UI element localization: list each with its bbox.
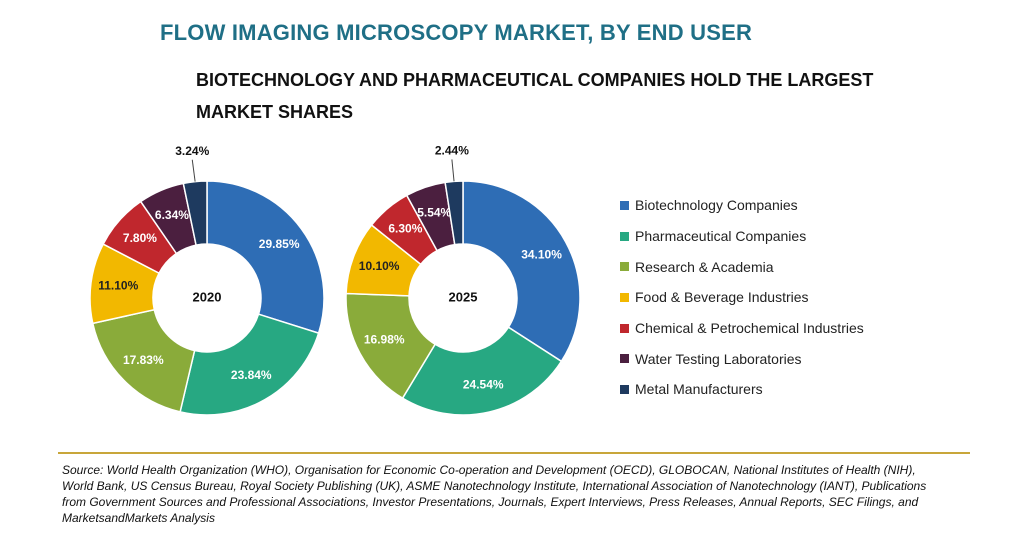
legend-label: Food & Beverage Industries (635, 289, 809, 306)
legend-label: Research & Academia (635, 258, 774, 275)
data-label-2025: 24.54% (463, 377, 504, 391)
legend-item: Chemical & Petrochemical Industries (620, 313, 864, 344)
leader-line-2020 (191, 159, 196, 182)
slice-2020-pharmaceutical-companies (179, 313, 320, 416)
data-label-2025: 16.98% (364, 333, 405, 347)
legend-item: Metal Manufacturers (620, 374, 864, 405)
divider (58, 452, 970, 454)
legend-label: Chemical & Petrochemical Industries (635, 320, 864, 337)
legend-swatch (620, 200, 629, 210)
legend-swatch (620, 323, 629, 333)
chart-legend: Biotechnology Companies Pharmaceutical C… (620, 190, 864, 405)
data-label-2020: 29.85% (259, 237, 300, 251)
legend-swatch (620, 262, 629, 272)
slice-2020-metal-manufacturers (182, 180, 208, 247)
donut-charts: 29.85% 23.84% 17.83% 11.10% 7.80% 6.34% 3.24% 2… (89, 144, 581, 416)
legend-item: Pharmaceutical Companies (620, 221, 864, 252)
center-label-2025: 2025 (449, 289, 478, 304)
source-note: Source: World Health Organization (WHO),… (62, 463, 927, 525)
data-label-2025: 2.44% (435, 144, 469, 158)
slice-2025-biotechnology-companies (462, 180, 581, 363)
data-label-2020: 3.24% (175, 144, 209, 158)
slice-2025-metal-manufacturers (444, 180, 464, 246)
legend-label: Pharmaceutical Companies (635, 228, 807, 245)
legend-label: Metal Manufacturers (635, 381, 763, 398)
legend-item: Research & Academia (620, 251, 864, 282)
slice-2020-research-and-academia (91, 308, 196, 413)
legend-swatch (620, 231, 629, 241)
legend-label: Water Testing Laboratories (635, 350, 802, 367)
chart-title: FLOW IMAGING MICROSCOPY MARKET, BY END U… (160, 20, 753, 45)
data-label-2025: 6.30% (388, 222, 422, 236)
data-label-2020: 7.80% (123, 231, 157, 245)
data-label-2025: 10.10% (359, 259, 400, 273)
legend-swatch (620, 292, 629, 302)
chart-subtitle: BIOTECHNOLOGY AND PHARMACEUTICAL COMPANI… (196, 70, 874, 122)
slice-2020-biotechnology-companies (206, 180, 325, 335)
slice-2025-pharmaceutical-companies (401, 326, 563, 416)
data-label-2020: 11.10% (98, 279, 138, 293)
legend-label: Biotechnology Companies (635, 197, 798, 214)
data-label-2025: 34.10% (521, 247, 562, 261)
legend-swatch (620, 384, 629, 394)
data-label-2025: 5.54% (417, 205, 451, 219)
donut-chart-2020: 29.85% 23.84% 17.83% 11.10% 7.80% 6.34% 3.24% 2… (89, 144, 325, 416)
leader-line-2025 (451, 159, 455, 182)
legend-item: Water Testing Laboratories (620, 343, 864, 374)
donut-chart-2025: 34.10% 24.54% 16.98% 10.10% 6.30% 5.54% 2.44% 2… (345, 144, 581, 416)
data-label-2020: 17.83% (123, 353, 164, 367)
center-label-2020: 2020 (193, 289, 222, 304)
legend-item: Biotechnology Companies (620, 190, 864, 221)
data-label-2020: 23.84% (231, 368, 272, 382)
legend-item: Food & Beverage Industries (620, 282, 864, 313)
data-label-2020: 6.34% (155, 208, 189, 222)
legend-swatch (620, 354, 629, 364)
